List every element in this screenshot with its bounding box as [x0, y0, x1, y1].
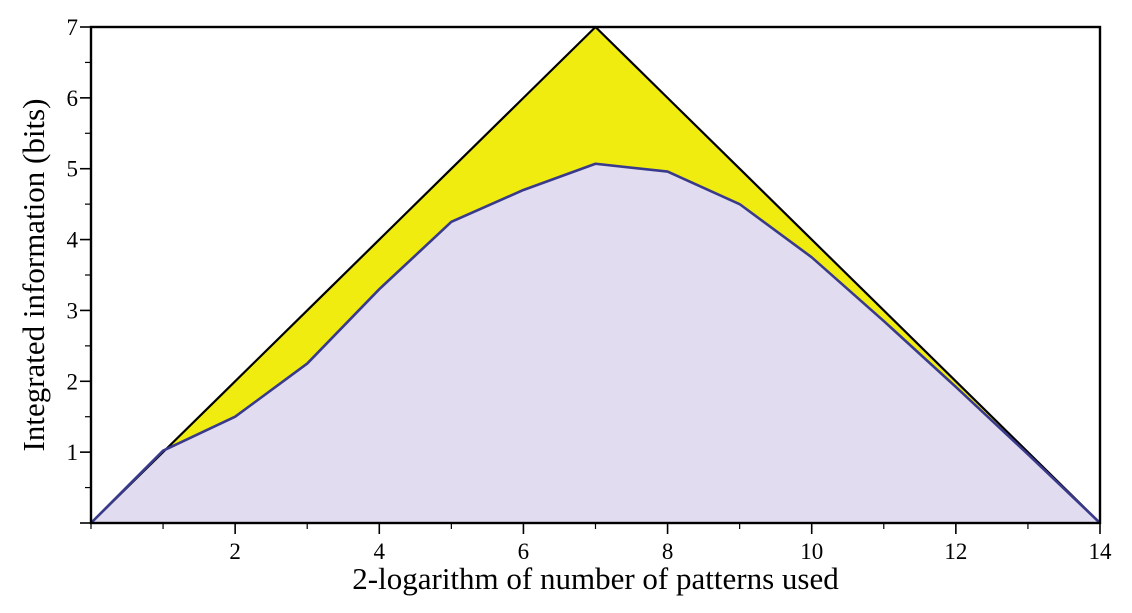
y-tick-label: 5: [67, 157, 79, 182]
x-tick-label: 8: [662, 539, 674, 564]
x-tick-label: 6: [518, 539, 530, 564]
x-tick-label: 12: [944, 539, 967, 564]
x-tick-label: 10: [800, 539, 823, 564]
y-axis-label: Integrated information (bits): [16, 99, 51, 452]
y-tick-label: 1: [67, 440, 79, 465]
series-2-line: [90, 162, 1101, 524]
tick-layer: [80, 26, 1101, 534]
y-tick-label: 6: [67, 86, 79, 111]
series-2-area: [91, 163, 1100, 523]
y-tick-label: 4: [67, 228, 79, 253]
x-tick-label: 14: [1089, 539, 1113, 564]
y-tick-label: 3: [67, 298, 79, 323]
x-tick-label: 4: [374, 539, 386, 564]
x-tick-label: 2: [229, 539, 241, 564]
y-tick-label: 2: [67, 369, 79, 394]
y-tick-label: 7: [67, 15, 79, 40]
x-axis-label: 2-logarithm of number of patterns used: [352, 561, 839, 596]
area-layer: [91, 27, 1100, 523]
